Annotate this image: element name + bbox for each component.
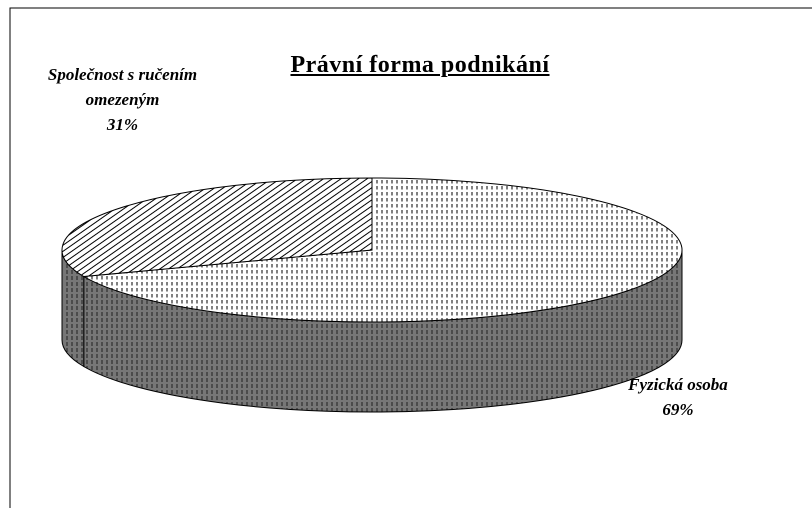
pie-slice [82,177,683,323]
slice-value-label: 69% [662,400,694,419]
slice-value-label: 31% [106,115,139,134]
pie-slice [61,177,373,278]
slice-label: Společnost s ručením omezeným 31% [40,62,205,137]
frame [9,7,812,508]
slice-label: Fyzická osoba 69% [628,372,728,422]
chart-title: Právní forma podnikání [290,52,550,78]
